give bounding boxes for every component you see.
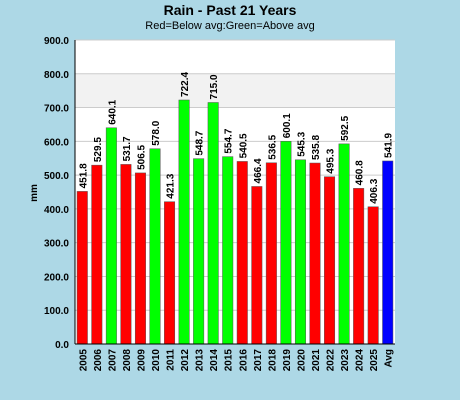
bar-2023 <box>338 143 350 345</box>
y-axis-label: mm <box>29 184 40 202</box>
y-tick-label: 300.0 <box>44 239 69 250</box>
y-tick-label: 100.0 <box>44 306 69 317</box>
data-label-2016: 540.5 <box>238 133 249 158</box>
x-tick-label-2023: 2023 <box>340 349 351 372</box>
x-tick-label-2005: 2005 <box>78 349 89 372</box>
bar-2021 <box>309 162 321 345</box>
bar-2020 <box>294 159 306 345</box>
x-tick-label-2012: 2012 <box>180 349 191 372</box>
y-tick-label: 500.0 <box>44 171 69 182</box>
plot-area: 0.0 100.0 200.0 300.0 400.0 500.0 600.0 700.0 80… <box>44 36 395 371</box>
x-tick-label-Avg: Avg <box>384 349 395 368</box>
data-label-Avg: 541.9 <box>384 132 395 157</box>
bar-2009 <box>134 172 146 345</box>
data-label-2009: 506.5 <box>136 144 147 169</box>
data-label-2015: 554.7 <box>224 128 235 153</box>
y-tick-label: 900.0 <box>44 36 69 47</box>
data-label-2022: 495.3 <box>326 148 337 173</box>
bar-2011 <box>164 201 176 345</box>
bar-2014 <box>207 102 219 345</box>
bar-2015 <box>222 156 234 345</box>
y-tick-label: 800.0 <box>44 70 69 81</box>
bar-2019 <box>280 141 292 345</box>
chart-subtitle: Red=Below avg:Green=Above avg <box>145 20 314 32</box>
x-tick-label-2006: 2006 <box>93 349 104 372</box>
bar-2010 <box>149 148 161 345</box>
data-label-2007: 640.1 <box>107 99 118 124</box>
bar-2012 <box>178 99 190 345</box>
data-label-2010: 578.0 <box>151 120 162 145</box>
data-label-2020: 545.3 <box>296 131 307 156</box>
x-tick-label-2008: 2008 <box>122 349 133 372</box>
y-tick-label: 700.0 <box>44 104 69 115</box>
bar-Avg <box>382 160 394 345</box>
bar-2025 <box>367 206 379 345</box>
x-tick-label-2007: 2007 <box>107 349 118 372</box>
bar-2022 <box>324 176 336 345</box>
y-tick-label: 600.0 <box>44 137 69 148</box>
x-tick-label-2022: 2022 <box>326 349 337 372</box>
data-label-2013: 548.7 <box>195 130 206 155</box>
bar-2007 <box>105 127 117 345</box>
data-label-2018: 536.5 <box>267 134 278 159</box>
x-tick-label-2017: 2017 <box>253 349 264 372</box>
bar-2008 <box>120 164 132 345</box>
bar-2024 <box>353 188 365 345</box>
x-tick-label-2015: 2015 <box>224 349 235 372</box>
y-tick-label: 200.0 <box>44 272 69 283</box>
data-label-2023: 592.5 <box>340 115 351 140</box>
x-tick-label-2011: 2011 <box>166 349 177 371</box>
data-label-2006: 529.5 <box>93 137 104 162</box>
bar-2005 <box>76 191 88 345</box>
data-label-2011: 421.3 <box>166 173 177 198</box>
x-tick-label-2024: 2024 <box>355 349 366 372</box>
x-tick-label-2021: 2021 <box>311 349 322 372</box>
bar-2017 <box>251 186 263 345</box>
data-label-2008: 531.7 <box>122 136 133 161</box>
data-label-2005: 451.8 <box>78 163 89 188</box>
x-tick-label-2020: 2020 <box>296 349 307 372</box>
bar-2006 <box>91 164 103 345</box>
data-label-2014: 715.0 <box>209 74 220 99</box>
bar-2013 <box>193 158 205 345</box>
y-tick-label: 0.0 <box>55 340 69 351</box>
data-label-2021: 535.8 <box>311 135 322 160</box>
y-tick-label: 400.0 <box>44 205 69 216</box>
chart-title: Rain - Past 21 Years <box>164 2 297 18</box>
x-tick-label-2009: 2009 <box>136 349 147 372</box>
x-tick-label-2018: 2018 <box>267 349 278 372</box>
grid-band <box>75 73 395 108</box>
x-tick-label-2013: 2013 <box>195 349 206 372</box>
x-tick-label-2025: 2025 <box>369 349 380 372</box>
bar-2016 <box>236 161 248 345</box>
data-label-2019: 600.1 <box>282 113 293 138</box>
bar-2018 <box>265 162 277 345</box>
data-label-2017: 466.4 <box>253 158 264 183</box>
data-label-2024: 460.8 <box>355 160 366 185</box>
x-tick-label-2010: 2010 <box>151 349 162 372</box>
x-tick-label-2019: 2019 <box>282 349 293 372</box>
x-tick-label-2016: 2016 <box>238 349 249 372</box>
data-label-2012: 722.4 <box>180 72 191 97</box>
data-label-2025: 406.3 <box>369 178 380 203</box>
x-tick-label-2014: 2014 <box>209 349 220 372</box>
